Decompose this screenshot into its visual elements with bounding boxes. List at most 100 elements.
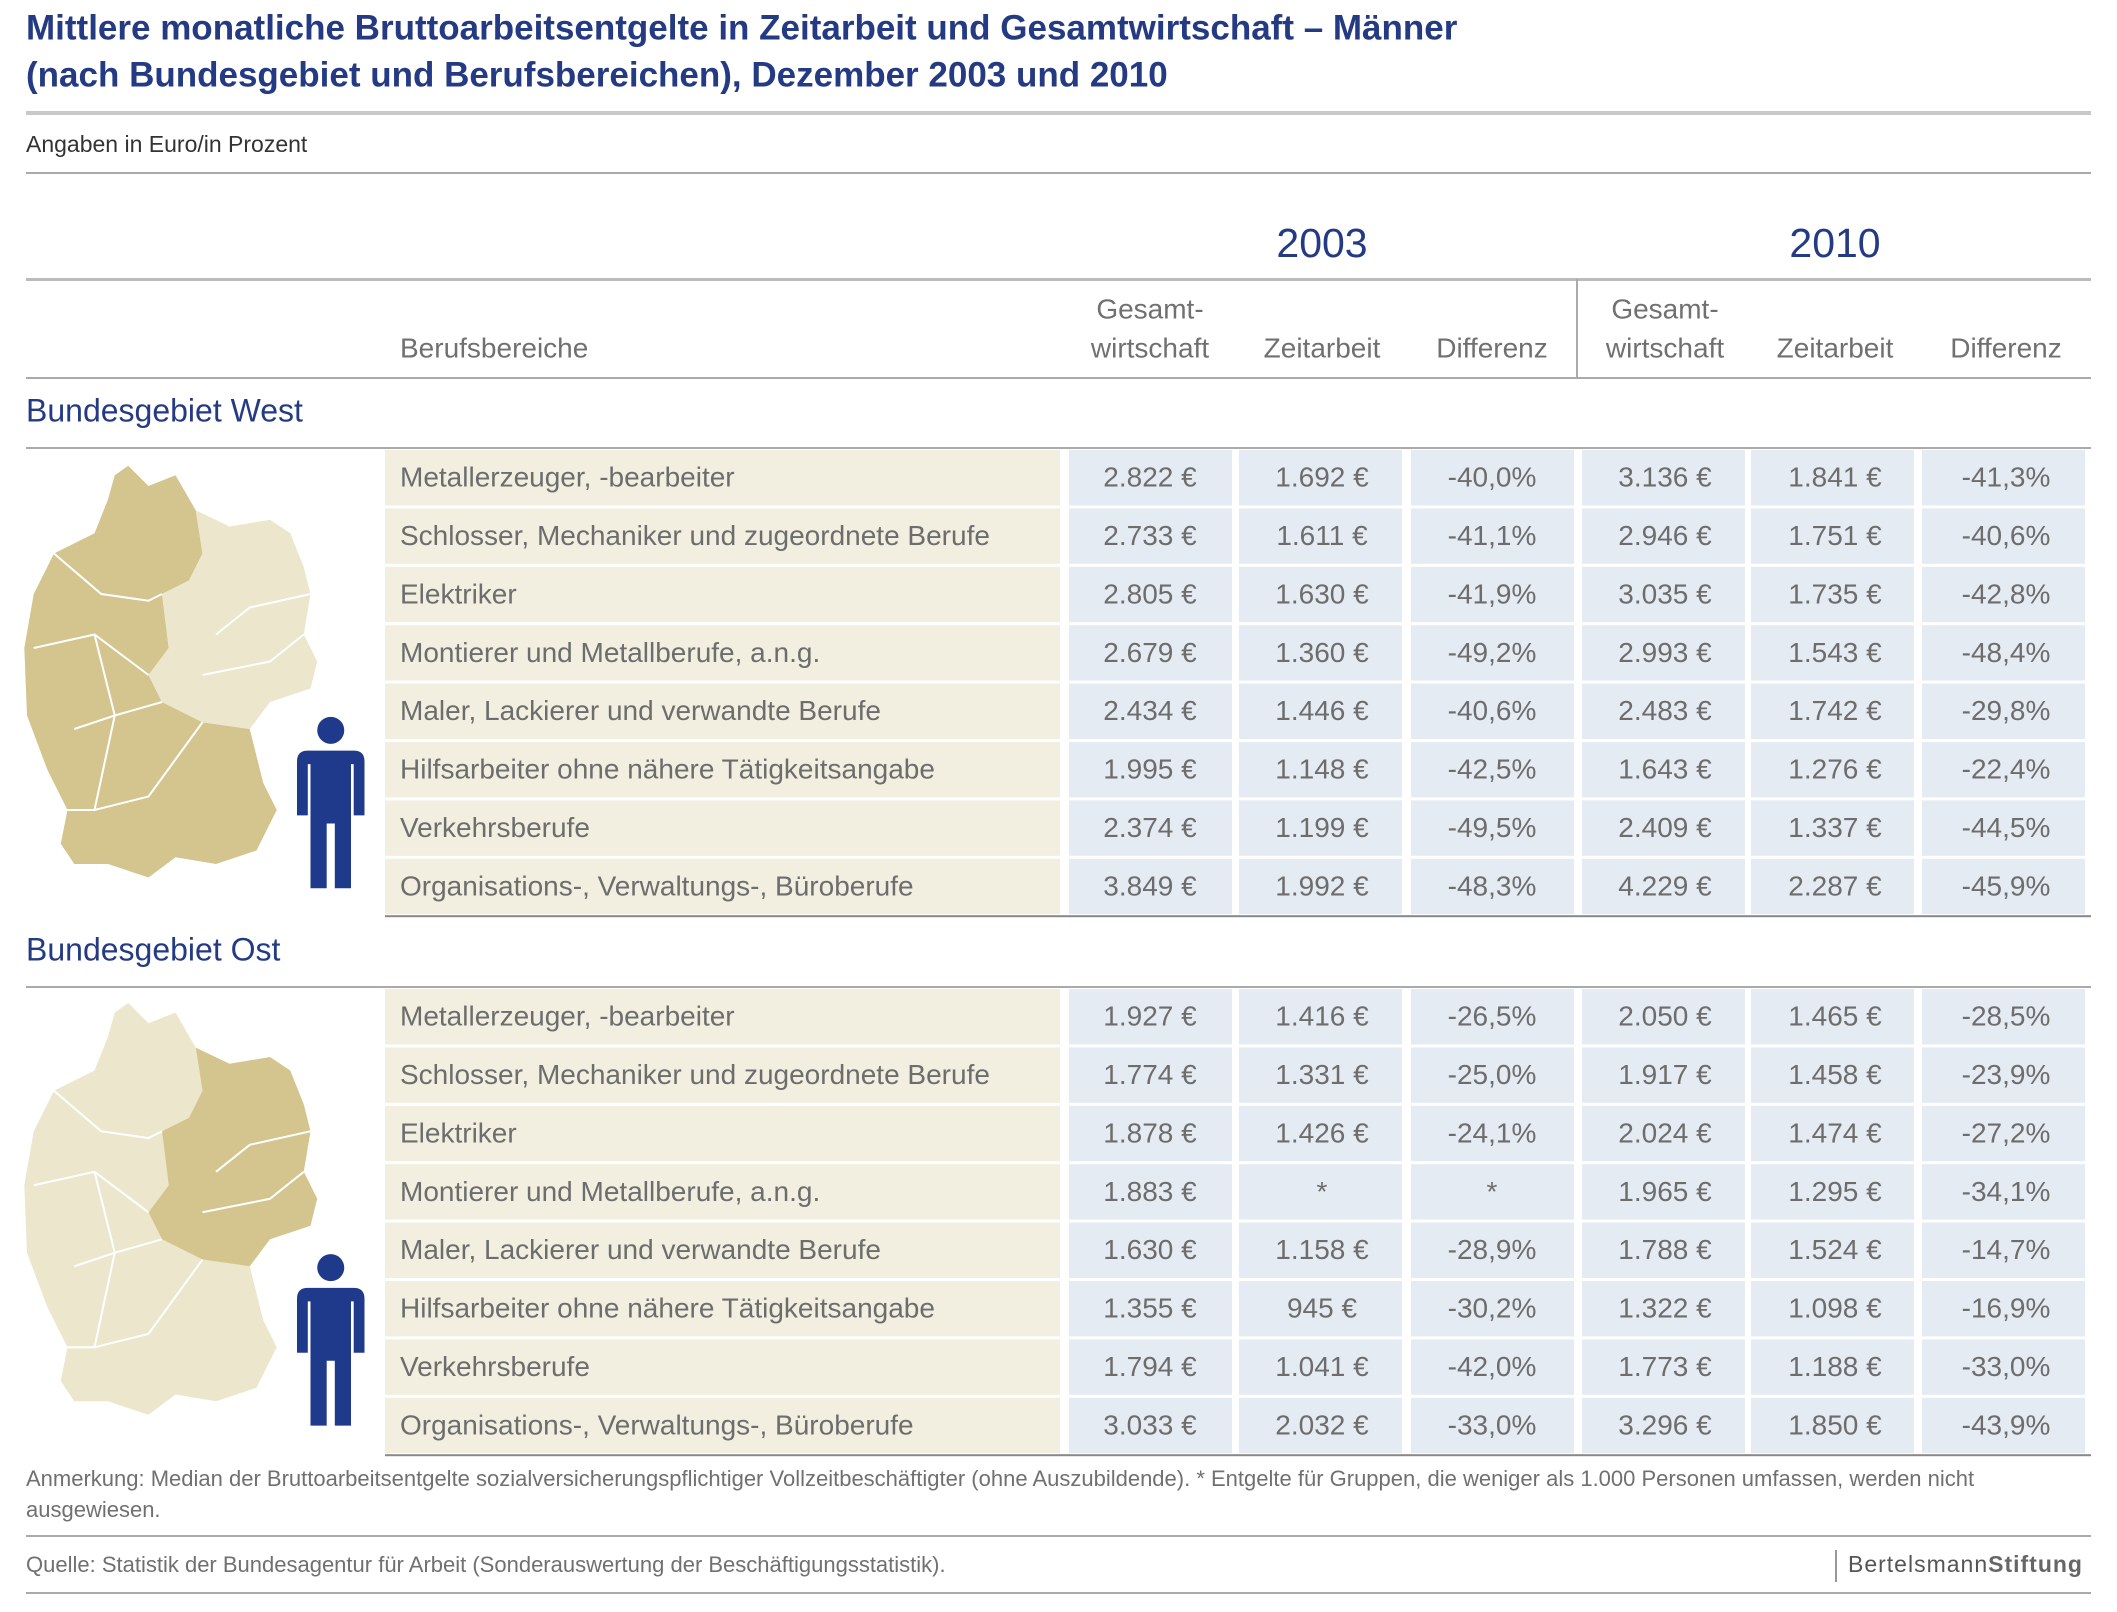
value: 1.611 € — [1276, 520, 1368, 551]
value: 4.229 € — [1618, 870, 1712, 901]
value: 1.774 € — [1103, 1059, 1197, 1090]
value-cell — [1411, 1339, 1574, 1395]
value-cell — [1582, 1164, 1745, 1220]
value: 2.946 € — [1618, 520, 1712, 551]
map-east — [24, 1003, 365, 1426]
value-cell — [1411, 683, 1574, 739]
logo-part: Bertelsmann — [1848, 1551, 1988, 1577]
value: 1.458 € — [1788, 1059, 1882, 1090]
logo: BertelsmannStiftung — [1848, 1551, 2083, 1577]
column-header: Zeitarbeit — [1264, 332, 1381, 363]
value-cell — [1751, 625, 1914, 681]
source: Quelle: Statistik der Bundesagentur für … — [26, 1552, 946, 1577]
value-cell — [1411, 1281, 1574, 1337]
row-label: Metallerzeuger, -bearbeiter — [400, 1001, 735, 1032]
value-cell — [1922, 508, 2085, 564]
label-cell — [385, 1047, 1060, 1103]
value: 1.295 € — [1788, 1176, 1882, 1207]
value: 1.788 € — [1618, 1234, 1712, 1265]
value-cell — [1922, 566, 2085, 623]
value-cell — [1582, 1339, 1745, 1395]
label-cell — [385, 1105, 1060, 1162]
value: -40,0% — [1448, 462, 1537, 493]
value-cell — [1751, 683, 1914, 739]
logo-part: Stiftung — [1988, 1551, 2083, 1577]
value: -49,2% — [1448, 637, 1537, 668]
value: * — [1487, 1176, 1498, 1207]
value: 1.965 € — [1618, 1176, 1712, 1207]
value: -43,9% — [1962, 1409, 2051, 1440]
section-title: Bundesgebiet Ost — [26, 931, 281, 967]
row-label: Schlosser, Mechaniker und zugeordnete Be… — [400, 1059, 990, 1090]
value-cell — [1239, 1047, 1402, 1103]
rule — [26, 447, 2091, 449]
label-cell — [385, 1397, 1060, 1454]
value: 3.136 € — [1618, 462, 1712, 493]
value-cell — [1411, 1105, 1574, 1162]
value-cell — [1582, 800, 1745, 856]
value: 1.927 € — [1103, 1001, 1197, 1032]
value: 2.822 € — [1103, 462, 1197, 493]
label-cell — [385, 742, 1060, 798]
value-cell — [1582, 450, 1745, 506]
value-cell — [1239, 566, 1402, 623]
value: 1.692 € — [1275, 462, 1369, 493]
row-label: Maler, Lackierer und verwandte Berufe — [400, 695, 881, 726]
value: 1.322 € — [1618, 1293, 1712, 1324]
logo-bar — [1835, 1550, 1837, 1582]
row-label: Verkehrsberufe — [400, 1351, 590, 1382]
row-label: Organisations-, Verwaltungs-, Büroberufe — [400, 1409, 914, 1440]
value: 1.917 € — [1618, 1059, 1712, 1090]
label-cell — [385, 566, 1060, 623]
value: 1.331 € — [1275, 1059, 1369, 1090]
value: 1.355 € — [1103, 1293, 1197, 1324]
row-label: Hilfsarbeiter ohne nähere Tätigkeitsanga… — [400, 754, 935, 785]
value-cell — [1411, 450, 1574, 506]
value-cell — [1582, 625, 1745, 681]
column-header: Differenz — [1436, 332, 1548, 363]
value: 1.465 € — [1788, 1001, 1882, 1032]
value-cell — [1239, 625, 1402, 681]
value-cell — [1582, 989, 1745, 1045]
title: Mittlere monatliche Bruttoarbeitsentgelt… — [26, 8, 1458, 47]
subtitle: Angaben in Euro/in Prozent — [26, 131, 308, 157]
value: 1.148 € — [1275, 754, 1369, 785]
value: 1.751 € — [1788, 520, 1882, 551]
value: 2.434 € — [1103, 695, 1197, 726]
value: -41,3% — [1962, 462, 2051, 493]
value-cell — [1069, 625, 1232, 681]
value: 2.733 € — [1103, 520, 1197, 551]
value-cell — [1069, 1047, 1232, 1103]
value: 1.276 € — [1788, 754, 1882, 785]
value: -22,4% — [1962, 754, 2051, 785]
row-header: Berufsbereiche — [400, 332, 588, 363]
value: -28,9% — [1448, 1234, 1537, 1265]
value: 2.805 € — [1103, 578, 1197, 609]
value-cell — [1069, 508, 1232, 564]
row-label: Organisations-, Verwaltungs-, Büroberufe — [400, 870, 914, 901]
value-cell — [1922, 800, 2085, 856]
value-cell — [1582, 742, 1745, 798]
value: -48,4% — [1962, 637, 2051, 668]
value: 1.992 € — [1275, 870, 1369, 901]
label-cell — [385, 858, 1060, 915]
value-cell — [1582, 566, 1745, 623]
value-cell — [1751, 1281, 1914, 1337]
value-cell — [1239, 1397, 1402, 1454]
value: 2.050 € — [1618, 1001, 1712, 1032]
value: -28,5% — [1962, 1001, 2051, 1032]
value-cell — [1239, 742, 1402, 798]
row-label: Verkehrsberufe — [400, 812, 590, 843]
row-label: Maler, Lackierer und verwandte Berufe — [400, 1234, 881, 1265]
label-cell — [385, 683, 1060, 739]
value: -44,5% — [1962, 812, 2051, 843]
value: 1.098 € — [1788, 1293, 1882, 1324]
column-header: Zeitarbeit — [1777, 332, 1894, 363]
year: 2010 — [1789, 220, 1880, 266]
value-cell — [1239, 1164, 1402, 1220]
value: 2.993 € — [1618, 637, 1712, 668]
value: 2.287 € — [1788, 870, 1882, 901]
value-cell — [1582, 508, 1745, 564]
value-cell — [1922, 450, 2085, 506]
